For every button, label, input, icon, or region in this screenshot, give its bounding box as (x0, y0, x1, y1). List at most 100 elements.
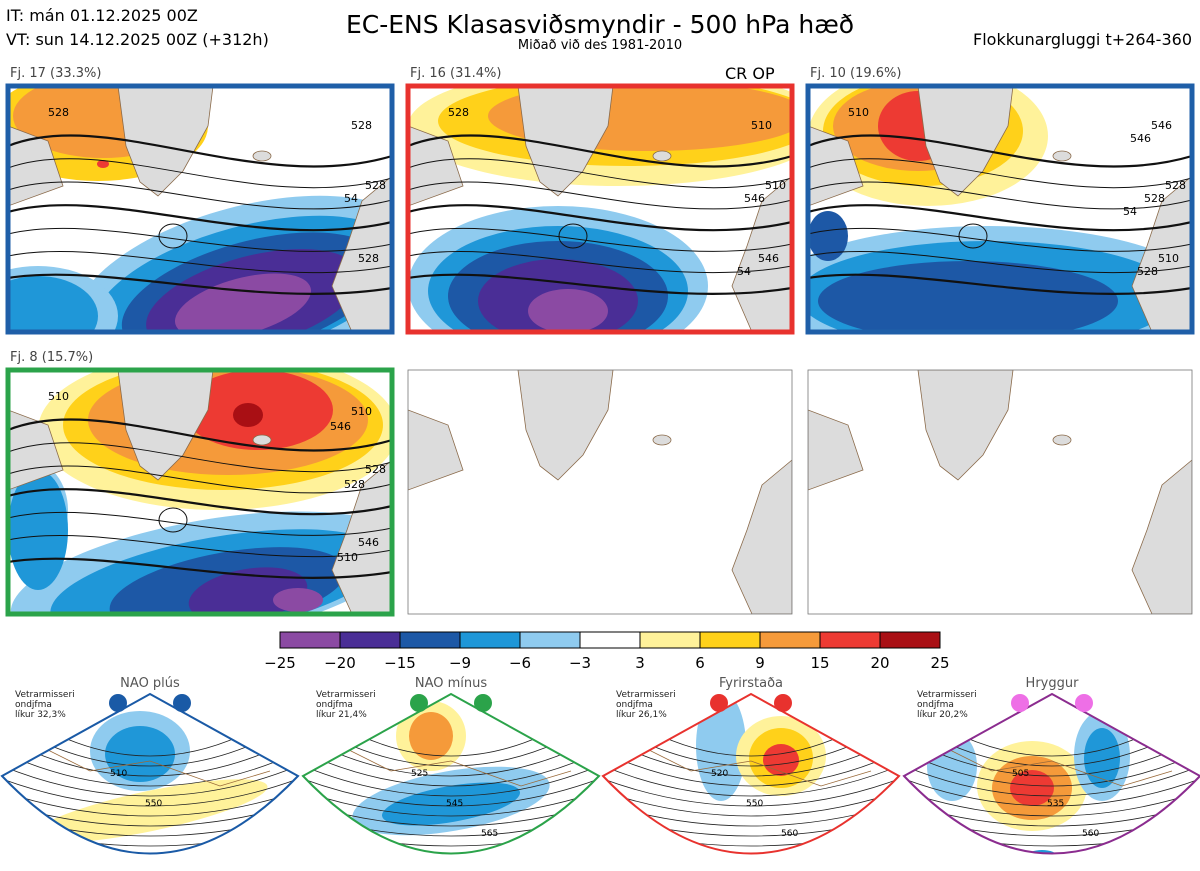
greenland (917, 370, 1014, 481)
height-contour (925, 747, 1179, 777)
colorbar (279, 631, 941, 649)
contour-label: 546 (744, 192, 765, 205)
colorbar-swatch (639, 631, 701, 649)
height-contour (41, 741, 259, 767)
height-contour (808, 273, 1192, 295)
regime-labels: NAO plús Vetrarmisseri ondjfma líkur 32,3% N… (0, 676, 1200, 736)
colorbar-tick-label: 6 (695, 654, 705, 672)
regime-dot (1011, 694, 1029, 712)
contour-label: 565 (481, 829, 498, 839)
regime-title: Fyrirstaða (718, 676, 784, 691)
iceland (652, 434, 672, 446)
height-contour (23, 747, 277, 777)
regime-probability: ondjfma (15, 700, 52, 710)
europe-coast (331, 459, 392, 614)
height-contour (8, 134, 392, 168)
colorbar-tick-label: 3 (635, 654, 645, 672)
colorbar-tick-label: 15 (810, 654, 830, 672)
height-contour (603, 789, 899, 847)
height-contour (606, 753, 896, 787)
height-contour (8, 511, 392, 536)
height-contour (8, 204, 392, 232)
contour-label: 510 (848, 106, 869, 119)
colorbar-tick-label: −3 (568, 654, 592, 672)
panel-border (5, 367, 395, 617)
contour-label: 510 (48, 390, 69, 403)
contour-label: 546 (1130, 132, 1151, 145)
height-contour (603, 765, 899, 807)
contour-label: 546 (758, 252, 779, 265)
height-contour (408, 227, 792, 252)
contour-label: 505 (1012, 769, 1029, 779)
colorbar-tick-label: −20 (324, 654, 356, 672)
colorbar-tick-label: −15 (384, 654, 416, 672)
anomaly-area (97, 160, 109, 168)
height-contour (303, 777, 599, 827)
contour-label: 510 (351, 405, 372, 418)
height-contour (904, 759, 1200, 797)
coastline (941, 745, 1173, 787)
colorbar-tick-label: 20 (870, 654, 890, 672)
height-contour (408, 181, 792, 210)
height-contour (59, 735, 241, 757)
height-contour (904, 789, 1200, 847)
regime-probability: Vetrarmisseri (15, 690, 75, 700)
height-contour (306, 753, 596, 787)
contour-label: 54 (737, 265, 751, 278)
anomaly-area (174, 273, 312, 332)
height-contour (907, 753, 1197, 787)
anomaly-area (808, 211, 848, 261)
colorbar-swatch (279, 631, 341, 649)
contour-label: 550 (746, 799, 763, 809)
classification-window: Flokkunargluggi t+264-360 (973, 30, 1192, 49)
anomaly-area (8, 276, 98, 332)
height-contour (303, 783, 599, 837)
regime-dot (710, 694, 728, 712)
height-contour (808, 227, 1192, 252)
height-contour (2, 789, 298, 847)
contour-label: 546 (330, 420, 351, 433)
canada-coast (808, 409, 864, 491)
contour-label: 528 (1137, 265, 1158, 278)
height-contour (660, 735, 842, 757)
height-contour (904, 777, 1200, 827)
panel-1-map: 528 528 528 528 54 (5, 83, 395, 335)
contour-label: 560 (1082, 829, 1099, 839)
regime-dot (410, 694, 428, 712)
height-contour (303, 765, 599, 807)
height-contour (158, 223, 188, 249)
coastline (340, 745, 572, 787)
regime-maps: 510 550 525 545 565 520 550 560 505 535 560 (0, 692, 1200, 855)
contour-label: 510 (110, 769, 127, 779)
height-contour (408, 251, 792, 274)
panel-5-map (407, 369, 793, 615)
contour-label: 520 (711, 769, 728, 779)
initial-time: IT: mán 01.12.2025 00Z (6, 6, 198, 25)
colorbar-swatch (579, 631, 641, 649)
height-contour (603, 759, 899, 797)
height-contour (8, 418, 392, 452)
height-contour (904, 765, 1200, 807)
height-contour (603, 783, 899, 837)
anomaly-area (8, 470, 68, 590)
height-contour (8, 273, 392, 295)
anomaly-area (32, 779, 268, 843)
height-contour (8, 227, 392, 252)
contour-label: 510 (1158, 252, 1179, 265)
europe-coast (731, 459, 792, 614)
regime-probability: líkur 21,4% (316, 710, 367, 720)
height-contour (8, 442, 392, 473)
colorbar-tick-label: −9 (448, 654, 472, 672)
anomaly-area (273, 588, 323, 612)
anomaly-area (818, 261, 1118, 332)
contour-label: 535 (1047, 799, 1064, 809)
panel-border (407, 369, 793, 615)
contour-label: 510 (765, 179, 786, 192)
panel-1-label: Fj. 17 (33.3%) (10, 66, 102, 81)
height-contour (158, 507, 188, 533)
colorbar-swatch (339, 631, 401, 649)
iceland (252, 150, 272, 162)
panel-border (807, 369, 1193, 615)
